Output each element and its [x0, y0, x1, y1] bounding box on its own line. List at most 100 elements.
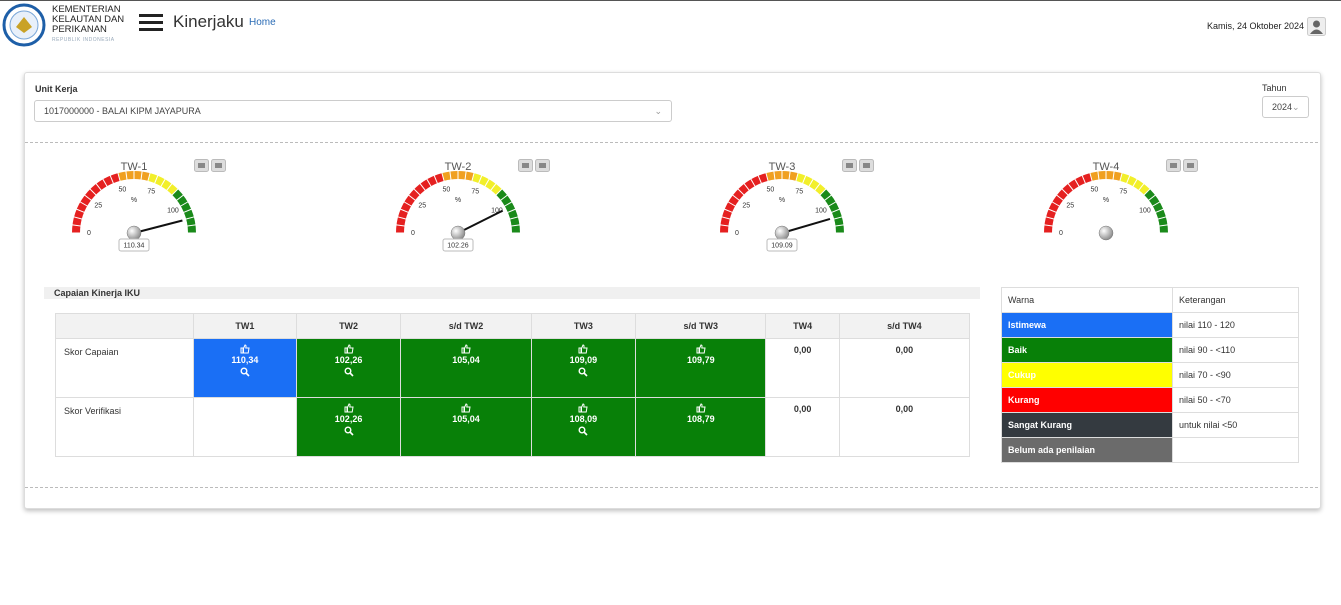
score-value: 110,34: [231, 355, 259, 365]
gauge-tick-label: 25: [742, 202, 750, 209]
gauge-segment: [801, 174, 807, 185]
legend-color: Cukup: [1001, 362, 1173, 388]
gauge-segment: [795, 172, 799, 182]
gauge-tick-label: 100: [815, 207, 827, 214]
gauge-segment: [1137, 182, 1145, 192]
gauge-tick-label: 100: [491, 207, 503, 214]
gauge-value: 110.34: [124, 242, 145, 249]
score-value: 0,00: [895, 404, 914, 414]
export-button[interactable]: [1166, 159, 1181, 172]
score: 0,00: [840, 339, 969, 357]
score: 0,00: [766, 339, 838, 357]
gauge-segment: [1097, 170, 1100, 181]
thumbs-up-icon: [578, 403, 588, 413]
gauge-segment: [737, 188, 745, 196]
legend-header: Warna: [1001, 287, 1173, 313]
detail-icon[interactable]: [344, 426, 354, 436]
gauge-segment: [834, 224, 845, 227]
gauge-tick-label: 75: [471, 188, 479, 195]
app-title: Kinerjaku: [173, 12, 244, 31]
gauge-segment: [1061, 188, 1069, 196]
legend-row: Istimewa nilai 110 - 120: [1001, 312, 1299, 338]
gauge-segment: [788, 170, 791, 181]
gauge-segment: [477, 174, 483, 185]
legend-note: nilai 90 - <110: [1172, 337, 1299, 363]
export-button[interactable]: [211, 159, 226, 172]
gauge-unit: %: [1103, 197, 1109, 204]
legend-row: Baik nilai 90 - <110: [1001, 337, 1299, 363]
export-button[interactable]: [518, 159, 533, 172]
thumbs-up-icon: [461, 403, 471, 413]
gauge-segment: [83, 194, 93, 202]
column-header: s/d TW2: [400, 313, 532, 339]
gauge-segment: [506, 208, 517, 214]
user-button[interactable]: [1307, 17, 1326, 36]
legend-note: nilai 110 - 120: [1172, 312, 1299, 338]
thumbs-up-icon: [578, 344, 588, 354]
gauge-title: TW-3: [769, 161, 796, 173]
detail-icon[interactable]: [578, 426, 588, 436]
gauge-segment: [484, 178, 490, 188]
breadcrumb-link[interactable]: Home: [249, 17, 276, 28]
gauge-segment: [441, 172, 445, 182]
unit-select[interactable]: 1017000000 - BALAI KIPM JAYAPURA ⌄: [34, 100, 672, 122]
gauge-segment: [727, 201, 737, 207]
gauge-segment: [765, 172, 769, 182]
score-cell: 109,09: [530, 338, 637, 398]
score: 105,04: [401, 398, 530, 426]
export-button[interactable]: [842, 159, 857, 172]
score-value: 109,79: [687, 355, 715, 365]
divider: [25, 142, 1318, 143]
export-button[interactable]: [859, 159, 874, 172]
gauge-segment: [1045, 216, 1055, 220]
year-value: 2024: [1272, 102, 1293, 112]
gauge-hub: [774, 225, 790, 241]
legend-row: Kurang nilai 50 - <70: [1001, 387, 1299, 413]
score-value: 0,00: [895, 345, 914, 355]
gauge-title: TW-1: [121, 161, 148, 173]
menu-button[interactable]: [139, 14, 163, 32]
gauge-segment: [721, 216, 731, 220]
score-cell: [193, 397, 297, 457]
gauge-segment: [117, 172, 121, 182]
gauge-value-box: [442, 238, 474, 252]
export-button[interactable]: [194, 159, 209, 172]
score: 108,79: [636, 398, 765, 426]
date: Kamis, 24 Oktober 2024: [1206, 21, 1304, 31]
gauge-segment: [830, 208, 841, 214]
gauge-segment: [499, 194, 509, 202]
gauge-unit: %: [779, 197, 785, 204]
column-header: s/d TW3: [635, 313, 767, 339]
gauge-tick-label: 25: [418, 202, 426, 209]
thumbs-up-icon: [240, 344, 250, 354]
header-cell: [55, 313, 194, 339]
logo-subtitle: REPUBLIK INDONESIA: [52, 37, 115, 43]
gauge-segment: [1158, 224, 1169, 227]
gauge-segment: [147, 172, 151, 182]
legend-row: Cukup nilai 70 - <90: [1001, 362, 1299, 388]
detail-icon[interactable]: [240, 367, 250, 377]
score-cell: 108,79: [635, 397, 767, 457]
score-cell: 110,34: [193, 338, 297, 398]
detail-icon[interactable]: [578, 367, 588, 377]
gauge-segment: [1112, 170, 1115, 181]
gauge-segment: [813, 182, 821, 192]
legend-color: Kurang: [1001, 387, 1173, 413]
gauge-segment: [182, 208, 193, 214]
gauge-segment: [1157, 216, 1167, 220]
legend-row: Sangat Kurang untuk nilai <50: [1001, 412, 1299, 438]
detail-icon[interactable]: [344, 367, 354, 377]
gauge-segment: [464, 170, 467, 181]
gauge-tick-label: 0: [411, 230, 415, 237]
export-button[interactable]: [1183, 159, 1198, 172]
score-cell: 102,26: [295, 397, 402, 457]
export-button[interactable]: [535, 159, 550, 172]
header-row: TW1 TW2 s/d TW2 TW3 s/d TW3 TW4 s/d TW4: [55, 313, 971, 339]
gauge-tick-label: 75: [1119, 188, 1127, 195]
row-label: Skor Capaian: [55, 338, 194, 398]
gauge-title: TW-4: [1093, 161, 1120, 173]
gauge-segment: [731, 194, 741, 202]
year-select[interactable]: 2024 ⌄: [1262, 96, 1309, 118]
logo-text: KEMENTERIAN KELAUTAN DAN PERIKANAN REPUB…: [52, 5, 124, 45]
